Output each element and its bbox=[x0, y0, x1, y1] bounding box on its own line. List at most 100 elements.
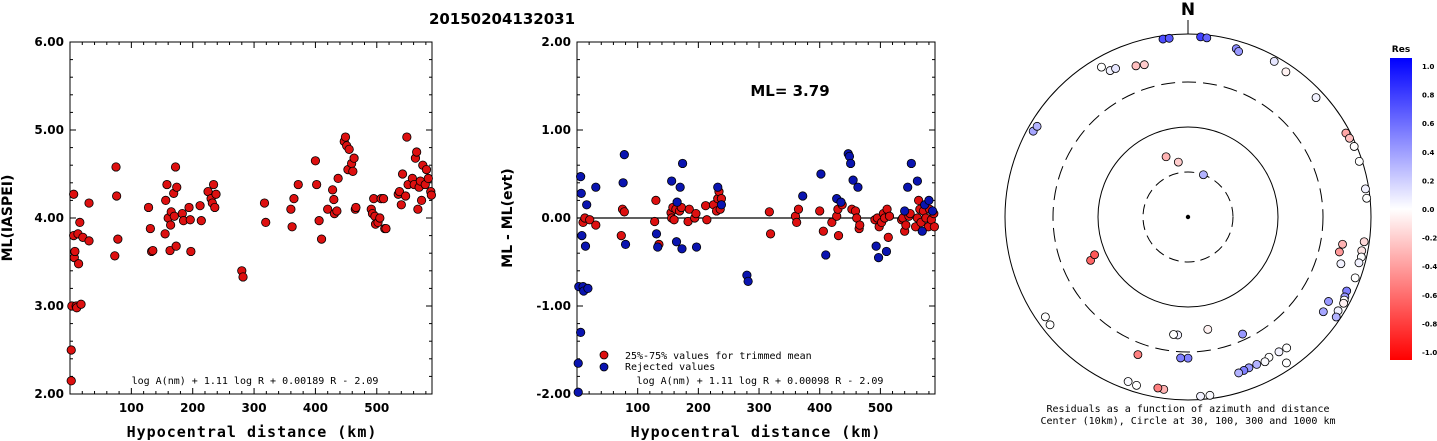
rejected-point bbox=[846, 158, 856, 169]
y-tick-label: 0.00 bbox=[541, 211, 571, 225]
ml-point bbox=[186, 246, 196, 257]
station-residual-point bbox=[1282, 343, 1292, 353]
rejected-point bbox=[871, 241, 881, 251]
trimmed-point bbox=[585, 215, 595, 225]
station-residual-point bbox=[1334, 247, 1344, 257]
ml-point bbox=[238, 272, 248, 282]
station-residual-point bbox=[1133, 350, 1143, 360]
ml-point bbox=[76, 299, 86, 309]
ml-point bbox=[312, 179, 322, 190]
colorbar-tick-label: 1.0 bbox=[1422, 63, 1435, 71]
ml-point bbox=[143, 202, 154, 213]
rejected-point bbox=[848, 175, 858, 185]
ml-point bbox=[329, 194, 339, 205]
rejected-point bbox=[580, 241, 591, 251]
station-residual-point bbox=[1173, 157, 1183, 167]
trimmed-point bbox=[884, 211, 895, 221]
ml-point bbox=[394, 187, 405, 197]
station-residual-point bbox=[1139, 60, 1149, 70]
trimmed-point bbox=[669, 215, 679, 225]
station-residual-point bbox=[1045, 320, 1055, 330]
y-tick-label: 3.00 bbox=[34, 299, 64, 313]
rejected-point bbox=[716, 200, 727, 210]
colorbar-tick-label: 0.8 bbox=[1422, 92, 1435, 100]
rejected-point bbox=[677, 158, 688, 169]
ml-vs-distance-panel: 2.00 3.00 4.00 5.00 6.00 100 200 300 400 500 ML(I… bbox=[0, 35, 436, 441]
station-residual-point bbox=[1354, 156, 1364, 166]
residual-colorbar: Res 1.0 0.8 0.6 0.4 0.2 0.0 -0.2 -0.4 -0.6 -0.8 -1… bbox=[1390, 45, 1437, 360]
page-title: 20150204132031 bbox=[429, 10, 575, 28]
station-residual-point bbox=[1234, 368, 1244, 378]
legend-rejected-label: Rejected values bbox=[625, 362, 715, 373]
ml-point bbox=[261, 217, 271, 227]
station-residual-point bbox=[1282, 358, 1291, 368]
rejected-point bbox=[577, 231, 587, 241]
station-residual-point bbox=[1252, 359, 1262, 369]
ml-point bbox=[381, 223, 391, 234]
x-tick-label: 300 bbox=[242, 401, 267, 415]
ml-point bbox=[210, 202, 220, 213]
rejected-point bbox=[576, 188, 586, 198]
ml-point bbox=[111, 162, 121, 172]
ml-point bbox=[323, 204, 333, 214]
ml-point bbox=[84, 198, 94, 208]
station-residual-point bbox=[1097, 62, 1106, 72]
station-residual-point bbox=[1354, 258, 1364, 268]
rejected-point bbox=[912, 176, 923, 186]
ring-1000km bbox=[1004, 33, 1372, 401]
azimuth-residual-panel: N Residuals as a function of azimuth and… bbox=[1004, 0, 1372, 427]
rejected-point bbox=[620, 239, 631, 249]
ml-point bbox=[397, 169, 408, 179]
trimmed-point bbox=[651, 195, 661, 205]
ml-point bbox=[314, 216, 324, 226]
rejected-point bbox=[836, 197, 846, 207]
ml-point bbox=[351, 202, 361, 213]
ml-point bbox=[208, 179, 219, 190]
station-residual-point bbox=[1359, 237, 1369, 247]
ring-300km bbox=[1052, 81, 1324, 353]
ml-point bbox=[161, 195, 171, 205]
station-residual-point bbox=[1090, 250, 1099, 260]
colorbar-tick-label: 0.4 bbox=[1422, 149, 1435, 157]
ml-point bbox=[112, 191, 122, 201]
trimmed-point bbox=[855, 220, 865, 230]
ml-point bbox=[84, 236, 94, 246]
station-residual-point bbox=[1196, 391, 1205, 401]
ml-point bbox=[113, 234, 123, 244]
rejected-point bbox=[713, 182, 723, 192]
station-residual-point bbox=[1238, 329, 1247, 339]
ml-point bbox=[169, 211, 179, 221]
north-label: N bbox=[1181, 0, 1195, 20]
ml-point bbox=[348, 166, 358, 176]
ml-point bbox=[289, 194, 299, 204]
station-residual-point bbox=[1169, 330, 1178, 339]
station-residual-point bbox=[1269, 57, 1279, 66]
rejected-point bbox=[853, 182, 863, 192]
x-tick-label: 500 bbox=[364, 401, 389, 415]
rejected-point bbox=[900, 206, 910, 216]
ml-point bbox=[69, 189, 79, 199]
colorbar-gradient bbox=[1390, 58, 1412, 360]
formula-label: log A(nm) + 1.11 log R + 0.00098 R - 2.0… bbox=[637, 376, 884, 387]
y-tick-label: 4.00 bbox=[34, 211, 64, 225]
x-tick-label: 400 bbox=[807, 401, 832, 415]
legend-rejected-marker bbox=[599, 362, 609, 372]
station-residual-point bbox=[1123, 377, 1133, 386]
y-tick-label: -2.00 bbox=[536, 387, 571, 401]
rejected-point bbox=[873, 253, 884, 263]
x-tick-label: 500 bbox=[868, 401, 893, 415]
y-axis-label: ML(IASPEI) bbox=[0, 175, 16, 262]
ml-point bbox=[349, 153, 359, 163]
station-residual-point bbox=[1202, 33, 1212, 43]
x-axis-label: Hypocentral distance (km) bbox=[127, 423, 378, 441]
ml-point bbox=[396, 200, 406, 210]
trimmed-point bbox=[793, 204, 804, 214]
rejected-point bbox=[743, 276, 753, 286]
ml-point bbox=[316, 234, 327, 244]
station-residual-point bbox=[1336, 259, 1346, 269]
ml-point bbox=[172, 182, 182, 192]
ml-point bbox=[166, 220, 176, 230]
series-points bbox=[573, 149, 939, 397]
trimmed-point bbox=[765, 229, 776, 239]
